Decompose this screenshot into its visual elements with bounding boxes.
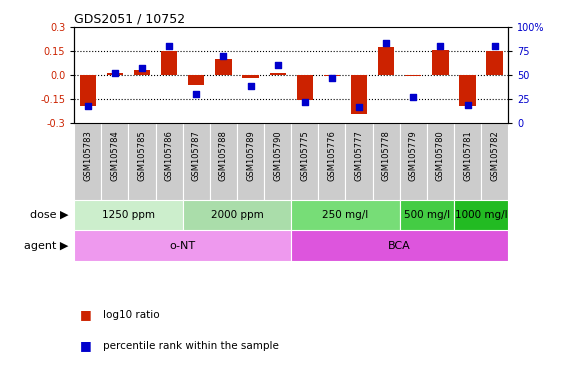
Point [164,43,174,49]
Text: GSM105776: GSM105776 [327,131,336,181]
Bar [427,123,454,200]
Bar [264,123,291,200]
Text: 1250 ppm: 1250 ppm [102,210,155,220]
Text: dose ▶: dose ▶ [30,210,69,220]
Bar [481,123,508,200]
Point [192,91,201,97]
Text: GSM105787: GSM105787 [192,131,201,181]
Bar [378,47,394,75]
Text: ■: ■ [80,339,92,352]
Bar [74,123,102,200]
Bar [432,50,449,75]
Text: GSM105781: GSM105781 [463,131,472,181]
Bar [161,51,177,75]
Text: log10 ratio: log10 ratio [103,310,159,320]
Text: GSM105789: GSM105789 [246,131,255,181]
Bar [400,123,427,200]
Text: BCA: BCA [388,241,411,251]
Bar [215,59,232,75]
Bar [405,75,421,76]
Bar [183,123,210,200]
Bar [80,75,96,106]
Point [138,65,147,71]
Bar [291,123,319,200]
Bar [297,75,313,101]
Bar [454,123,481,200]
Text: GSM105780: GSM105780 [436,131,445,181]
Bar [102,123,128,200]
Bar [134,70,150,75]
Text: GSM105779: GSM105779 [409,131,418,181]
Text: GSM105785: GSM105785 [138,131,147,181]
Text: ■: ■ [80,308,92,321]
Text: GSM105786: GSM105786 [164,131,174,181]
Bar [400,200,454,230]
Text: GSM105788: GSM105788 [219,131,228,181]
Text: GSM105775: GSM105775 [300,131,309,181]
Point [300,99,309,105]
Text: 1000 mg/l: 1000 mg/l [455,210,508,220]
Text: 250 mg/l: 250 mg/l [323,210,368,220]
Bar [291,230,508,261]
Bar [107,73,123,75]
Text: GSM105783: GSM105783 [83,131,93,181]
Bar [155,123,183,200]
Point [219,53,228,59]
Bar [324,75,340,76]
Point [490,43,499,49]
Text: o-NT: o-NT [170,241,196,251]
Bar [319,123,345,200]
Point [409,94,418,100]
Bar [291,200,400,230]
Bar [372,123,400,200]
Bar [128,123,155,200]
Text: agent ▶: agent ▶ [24,241,69,251]
Text: GSM105790: GSM105790 [273,131,282,181]
Bar [345,123,372,200]
Text: GSM105777: GSM105777 [355,131,364,181]
Point [381,40,391,46]
Point [83,103,93,109]
Bar [486,51,502,75]
Bar [188,75,204,85]
Point [436,43,445,49]
Text: 2000 ppm: 2000 ppm [211,210,263,220]
Point [355,104,364,110]
Point [463,101,472,108]
Text: GSM105782: GSM105782 [490,131,499,181]
Bar [74,230,291,261]
Text: GSM105778: GSM105778 [381,131,391,181]
Bar [242,75,259,78]
Bar [210,123,237,200]
Bar [270,73,286,75]
Bar [183,200,291,230]
Point [246,83,255,89]
Text: GDS2051 / 10752: GDS2051 / 10752 [74,13,186,26]
Bar [74,200,183,230]
Text: percentile rank within the sample: percentile rank within the sample [103,341,279,351]
Bar [351,75,367,114]
Point [110,70,119,76]
Point [327,74,336,81]
Text: GSM105784: GSM105784 [110,131,119,181]
Bar [454,200,508,230]
Text: 500 mg/l: 500 mg/l [404,210,450,220]
Point [273,62,282,68]
Bar [459,75,476,106]
Bar [237,123,264,200]
